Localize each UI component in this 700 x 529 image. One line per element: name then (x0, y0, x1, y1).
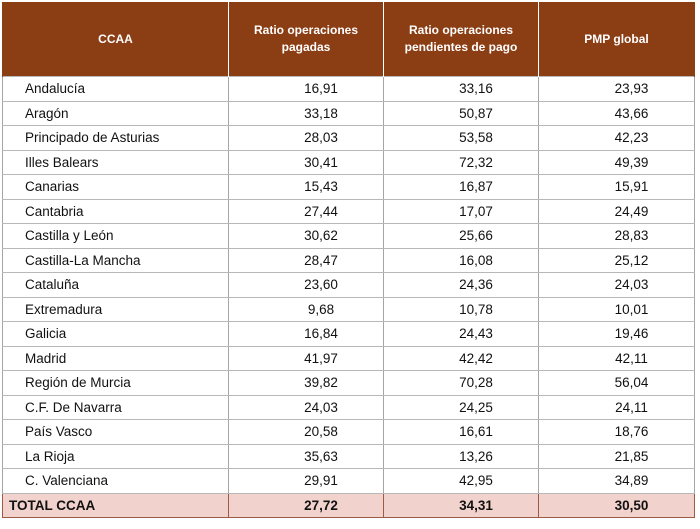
row-pmp-global: 24,03 (538, 272, 695, 298)
row-name: Castilla y León (2, 223, 229, 249)
row-ratio-pagadas: 30,62 (228, 223, 384, 249)
row-name: Cataluña (2, 272, 229, 298)
table-row: Cantabria 27,44 17,07 24,49 (2, 198, 695, 224)
row-ratio-pagadas: 33,18 (228, 100, 384, 126)
row-name: Región de Murcia (2, 370, 229, 396)
row-pmp-global: 21,85 (538, 443, 695, 469)
row-ratio-pagadas: 41,97 (228, 345, 384, 371)
row-name: Extremadura (2, 296, 229, 322)
row-pmp-global: 56,04 (538, 370, 695, 396)
header-row: CCAA Ratio operaciones pagadas Ratio ope… (2, 2, 695, 77)
row-ratio-pagadas: 23,60 (228, 272, 384, 298)
row-pmp-global: 18,76 (538, 419, 695, 445)
total-label: TOTAL CCAA (2, 492, 229, 518)
row-pmp-global: 49,39 (538, 149, 695, 175)
header-ratio-pagadas: Ratio operaciones pagadas (228, 2, 384, 77)
row-ratio-pendientes: 13,26 (383, 443, 539, 469)
row-name: Castilla-La Mancha (2, 247, 229, 273)
row-ratio-pendientes: 42,95 (383, 468, 539, 494)
table-row: Madrid 41,97 42,42 42,11 (2, 345, 695, 371)
table-row: La Rioja 35,63 13,26 21,85 (2, 443, 695, 469)
row-name: C.F. De Navarra (2, 394, 229, 420)
row-name: C. Valenciana (2, 468, 229, 494)
row-ratio-pagadas: 27,44 (228, 198, 384, 224)
row-ratio-pendientes: 70,28 (383, 370, 539, 396)
row-ratio-pendientes: 33,16 (383, 76, 539, 102)
table-row: Illes Balears 30,41 72,32 49,39 (2, 149, 695, 175)
table-row: Cataluña 23,60 24,36 24,03 (2, 272, 695, 298)
row-ratio-pendientes: 16,87 (383, 174, 539, 200)
row-pmp-global: 43,66 (538, 100, 695, 126)
table-row: Andalucía 16,91 33,16 23,93 (2, 76, 695, 102)
row-name: Cantabria (2, 198, 229, 224)
pmp-table: CCAA Ratio operaciones pagadas Ratio ope… (2, 2, 695, 518)
row-pmp-global: 42,23 (538, 125, 695, 151)
row-name: Andalucía (2, 76, 229, 102)
row-ratio-pendientes: 16,08 (383, 247, 539, 273)
row-ratio-pendientes: 24,43 (383, 321, 539, 347)
row-name: Principado de Asturias (2, 125, 229, 151)
row-ratio-pagadas: 29,91 (228, 468, 384, 494)
row-pmp-global: 42,11 (538, 345, 695, 371)
header-pmp-global: PMP global (538, 2, 695, 77)
header-ccaa: CCAA (2, 2, 229, 77)
table-row: Región de Murcia 39,82 70,28 56,04 (2, 370, 695, 396)
row-ratio-pagadas: 15,43 (228, 174, 384, 200)
row-pmp-global: 24,49 (538, 198, 695, 224)
row-ratio-pendientes: 17,07 (383, 198, 539, 224)
table-row: Extremadura 9,68 10,78 10,01 (2, 296, 695, 322)
row-name: País Vasco (2, 419, 229, 445)
row-pmp-global: 25,12 (538, 247, 695, 273)
row-ratio-pendientes: 24,25 (383, 394, 539, 420)
table-row: C. Valenciana 29,91 42,95 34,89 (2, 468, 695, 494)
row-ratio-pendientes: 72,32 (383, 149, 539, 175)
table-row: Castilla-La Mancha 28,47 16,08 25,12 (2, 247, 695, 273)
table-body: Andalucía 16,91 33,16 23,93 Aragón 33,18 50,87… (2, 76, 695, 518)
row-ratio-pagadas: 9,68 (228, 296, 384, 322)
row-name: Illes Balears (2, 149, 229, 175)
row-ratio-pendientes: 25,66 (383, 223, 539, 249)
pmp-table-container: CCAA Ratio operaciones pagadas Ratio ope… (2, 2, 695, 518)
row-ratio-pendientes: 24,36 (383, 272, 539, 298)
row-pmp-global: 23,93 (538, 76, 695, 102)
row-pmp-global: 19,46 (538, 321, 695, 347)
row-ratio-pendientes: 10,78 (383, 296, 539, 322)
total-pmp: 30,50 (538, 492, 695, 518)
row-pmp-global: 24,11 (538, 394, 695, 420)
table-row: Principado de Asturias 28,03 53,58 42,23 (2, 125, 695, 151)
table-row: C.F. De Navarra 24,03 24,25 24,11 (2, 394, 695, 420)
table-row: País Vasco 20,58 16,61 18,76 (2, 419, 695, 445)
row-ratio-pagadas: 24,03 (228, 394, 384, 420)
table-row: Castilla y León 30,62 25,66 28,83 (2, 223, 695, 249)
row-ratio-pagadas: 30,41 (228, 149, 384, 175)
row-ratio-pagadas: 28,47 (228, 247, 384, 273)
table-row: Canarias 15,43 16,87 15,91 (2, 174, 695, 200)
row-pmp-global: 28,83 (538, 223, 695, 249)
row-ratio-pendientes: 42,42 (383, 345, 539, 371)
header-ratio-pendientes: Ratio operaciones pendientes de pago (383, 2, 539, 77)
total-row: TOTAL CCAA 27,72 34,31 30,50 (2, 492, 695, 518)
row-ratio-pendientes: 53,58 (383, 125, 539, 151)
row-pmp-global: 15,91 (538, 174, 695, 200)
total-pagadas: 27,72 (228, 492, 384, 518)
row-name: Galicia (2, 321, 229, 347)
table-row: Aragón 33,18 50,87 43,66 (2, 100, 695, 126)
total-pendientes: 34,31 (383, 492, 539, 518)
row-ratio-pagadas: 16,91 (228, 76, 384, 102)
row-ratio-pagadas: 28,03 (228, 125, 384, 151)
row-ratio-pagadas: 35,63 (228, 443, 384, 469)
row-ratio-pagadas: 39,82 (228, 370, 384, 396)
row-name: Aragón (2, 100, 229, 126)
row-ratio-pagadas: 16,84 (228, 321, 384, 347)
row-ratio-pagadas: 20,58 (228, 419, 384, 445)
row-name: Madrid (2, 345, 229, 371)
row-name: La Rioja (2, 443, 229, 469)
row-ratio-pendientes: 16,61 (383, 419, 539, 445)
row-pmp-global: 34,89 (538, 468, 695, 494)
row-ratio-pendientes: 50,87 (383, 100, 539, 126)
row-name: Canarias (2, 174, 229, 200)
table-row: Galicia 16,84 24,43 19,46 (2, 321, 695, 347)
row-pmp-global: 10,01 (538, 296, 695, 322)
